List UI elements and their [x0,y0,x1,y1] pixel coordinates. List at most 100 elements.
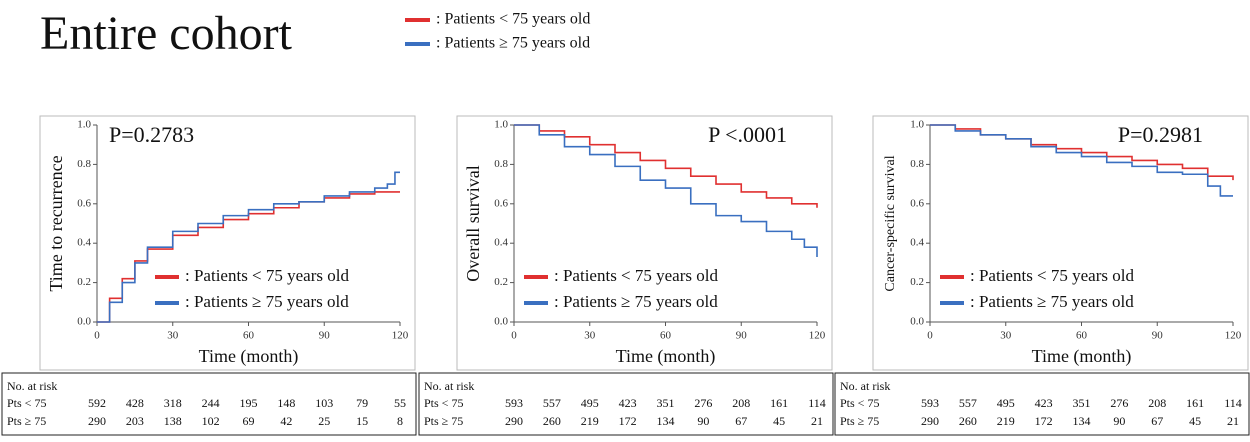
x-tick-label: 0 [94,330,100,342]
x-tick-label: 90 [319,330,331,342]
risk-value: 244 [202,396,220,410]
risk-value: 25 [318,414,330,428]
panel-frame [872,115,1249,371]
risk-value: 423 [1035,396,1053,410]
risk-table-frame [834,372,1250,436]
risk-row-label: Pts ≥ 75 [840,414,879,428]
risk-value: 593 [921,396,939,410]
risk-row-label: Pts ≥ 75 [424,414,463,428]
y-tick-label: 0.6 [77,197,91,209]
y-tick-label: 0.8 [77,158,91,170]
risk-value: 45 [1189,414,1201,428]
y-tick-label: 0.0 [910,316,924,328]
x-tick-label: 60 [1076,330,1088,342]
risk-value: 219 [997,414,1015,428]
risk-value: 148 [277,396,295,410]
risk-value: 276 [1110,396,1128,410]
y-tick-label: 1.0 [910,119,924,131]
risk-value: 428 [126,396,144,410]
risk-value: 103 [315,396,333,410]
x-axis-title: Time (month) [1032,346,1132,367]
risk-value: 290 [88,414,106,428]
risk-value: 423 [619,396,637,410]
risk-value: 55 [394,396,406,410]
risk-value: 69 [243,414,255,428]
risk-row-label: Pts < 75 [840,396,879,410]
risk-value: 114 [808,396,826,410]
y-axis-title: Overall survival [463,165,483,281]
risk-row-label: Pts ≥ 75 [7,414,46,428]
risk-value: 195 [240,396,258,410]
risk-value: 557 [543,396,561,410]
survival-curve [97,171,400,323]
risk-table-title: No. at risk [7,379,57,393]
panel-frame [39,115,416,371]
risk-value: 90 [697,414,709,428]
risk-value: 592 [88,396,106,410]
risk-value: 290 [921,414,939,428]
risk-value: 8 [397,414,403,428]
y-tick-label: 0.4 [494,237,508,249]
x-tick-label: 0 [511,330,517,342]
legend-label: : Patients < 75 years old [970,266,1134,285]
risk-table-title: No. at risk [840,379,890,393]
x-tick-label: 120 [392,330,409,342]
risk-value: 495 [997,396,1015,410]
risk-value: 172 [619,414,637,428]
risk-value: 276 [694,396,712,410]
risk-value: 114 [1224,396,1242,410]
y-tick-label: 0.0 [494,316,508,328]
risk-value: 318 [164,396,182,410]
x-tick-label: 30 [1000,330,1012,342]
risk-value: 21 [1227,414,1239,428]
risk-value: 557 [959,396,977,410]
risk-value: 90 [1113,414,1125,428]
risk-value: 138 [164,414,182,428]
p-value: P=0.2783 [109,122,194,147]
y-axis-title: Cancer-specific survival [883,155,898,291]
risk-value: 208 [1148,396,1166,410]
x-tick-label: 60 [660,330,672,342]
x-axis-title: Time (month) [199,346,299,367]
risk-value: 208 [732,396,750,410]
risk-value: 102 [202,414,220,428]
x-tick-label: 120 [809,330,826,342]
risk-value: 290 [505,414,523,428]
survival-curve [514,124,818,257]
page-title: Entire cohort [40,7,293,60]
legend-label: : Patients ≥ 75 years old [185,292,349,311]
x-tick-label: 90 [1152,330,1164,342]
risk-table-frame [418,372,834,436]
risk-table-frame [1,372,417,436]
legend-label: : Patients ≥ 75 years old [436,35,590,52]
risk-row-label: Pts < 75 [7,396,46,410]
y-tick-label: 0.0 [77,316,91,328]
x-tick-label: 120 [1225,330,1242,342]
legend-label: : Patients < 75 years old [436,11,590,28]
risk-value: 42 [280,414,292,428]
risk-value: 21 [811,414,823,428]
risk-value: 45 [773,414,785,428]
y-tick-label: 0.2 [77,276,91,288]
y-tick-label: 1.0 [77,119,91,131]
legend-label: : Patients ≥ 75 years old [970,292,1134,311]
risk-value: 172 [1035,414,1053,428]
risk-value: 161 [1186,396,1204,410]
x-tick-label: 90 [736,330,748,342]
y-tick-label: 0.4 [77,237,91,249]
risk-value: 593 [505,396,523,410]
y-tick-label: 0.8 [910,158,924,170]
risk-value: 495 [581,396,599,410]
risk-value: 15 [356,414,368,428]
risk-value: 134 [657,414,675,428]
risk-value: 161 [770,396,788,410]
risk-value: 351 [657,396,675,410]
y-tick-label: 0.4 [910,237,924,249]
x-tick-label: 0 [927,330,933,342]
y-tick-label: 0.8 [494,158,508,170]
risk-value: 203 [126,414,144,428]
legend-label: : Patients < 75 years old [185,266,349,285]
p-value: P=0.2981 [1118,122,1203,147]
risk-value: 351 [1073,396,1091,410]
